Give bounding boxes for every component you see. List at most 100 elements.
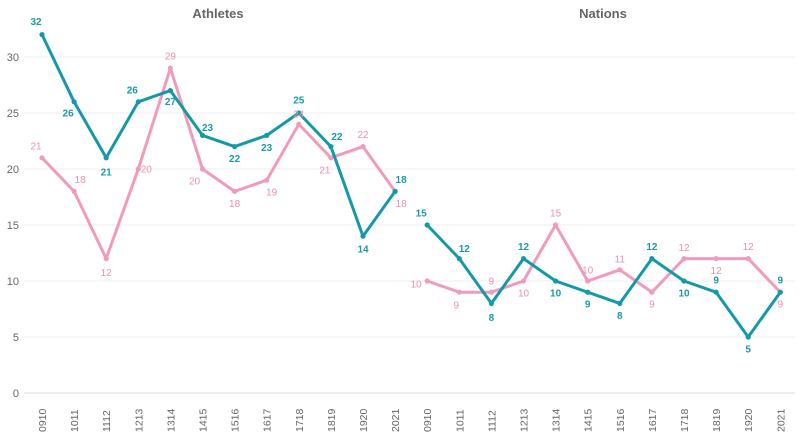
data-point-pink	[488, 289, 494, 295]
data-label-pink: 18	[229, 199, 241, 210]
data-label-pink: 10	[411, 280, 423, 291]
data-point-pink	[681, 256, 687, 262]
data-point-teal	[39, 31, 45, 38]
data-point-teal	[135, 99, 141, 105]
data-label-pink: 9	[649, 300, 655, 311]
data-point-pink	[424, 278, 430, 284]
data-label-pink: 21	[319, 165, 331, 176]
data-point-pink	[264, 177, 270, 183]
data-label-teal: 12	[518, 242, 530, 253]
y-tick-label: 25	[7, 108, 19, 120]
data-point-teal	[456, 256, 462, 262]
data-label-teal: 23	[202, 123, 214, 134]
x-tick-label: 1718	[679, 408, 691, 432]
data-point-pink	[713, 256, 719, 262]
data-point-teal	[585, 289, 591, 295]
data-point-teal	[360, 233, 366, 239]
data-label-teal: 22	[229, 154, 241, 165]
data-point-teal	[232, 144, 238, 150]
data-label-teal: 22	[331, 132, 343, 143]
data-label-teal: 10	[678, 289, 690, 300]
x-tick-label: 1718	[294, 408, 306, 432]
data-point-teal	[328, 144, 334, 150]
data-label-pink: 9	[489, 277, 495, 288]
data-label-teal: 15	[416, 209, 428, 220]
x-tick-label: 0910	[422, 408, 434, 432]
data-label-pink: 12	[743, 242, 755, 253]
data-label-teal: 8	[617, 311, 623, 322]
data-label-pink: 20	[189, 177, 201, 188]
data-label-pink: 9	[778, 300, 784, 311]
data-point-pink	[520, 278, 527, 284]
panel-title-athletes: Athletes	[192, 6, 243, 21]
data-point-teal	[713, 289, 719, 295]
data-point-teal	[392, 188, 398, 194]
data-point-teal	[103, 155, 109, 161]
gridlines	[24, 56, 795, 394]
data-point-teal	[488, 300, 494, 306]
data-point-pink	[296, 121, 302, 127]
data-label-teal: 32	[30, 17, 42, 28]
data-label-teal: 25	[293, 96, 305, 107]
data-label-pink: 19	[266, 188, 278, 199]
data-label-teal: 26	[63, 108, 75, 119]
data-point-teal	[520, 256, 527, 262]
x-tick-label: 1920	[358, 408, 370, 432]
x-tick-label: 1617	[647, 408, 659, 432]
data-point-pink	[649, 289, 655, 295]
series-line-athletes-teal	[40, 33, 397, 238]
data-point-teal	[681, 278, 687, 284]
x-tick-label: 1213	[133, 408, 145, 432]
x-tick-label: 1112	[486, 410, 498, 432]
data-label-teal: 8	[489, 313, 495, 324]
y-tick-label: 0	[13, 388, 19, 400]
data-label-teal: 9	[713, 276, 719, 287]
x-tick-label: 1920	[743, 408, 755, 432]
x-tick-label: 1314	[551, 408, 563, 432]
data-point-teal	[553, 278, 559, 284]
data-label-pink: 18	[75, 175, 87, 186]
x-tick-label: 1011	[454, 409, 466, 432]
data-label-pink: 11	[615, 254, 626, 265]
series-line-nations-teal	[425, 223, 782, 339]
data-point-teal	[777, 289, 783, 295]
data-label-pink: 18	[396, 199, 408, 210]
data-label-teal: 10	[550, 289, 562, 300]
data-label-teal: 9	[778, 276, 784, 287]
data-point-teal	[649, 256, 655, 262]
x-tick-label: 1415	[583, 408, 595, 432]
data-point-pink	[456, 289, 462, 295]
data-labels: 32 26 21 26 27 23 22 23 25 22 14 18 21 18 12 20 29 20 18 19…	[30, 17, 783, 355]
data-label-teal: 5	[745, 345, 751, 356]
panel-title-nations: Nations	[579, 6, 627, 21]
x-tick-label: 1314	[165, 408, 177, 432]
data-label-pink: 20	[141, 165, 153, 176]
data-label-teal: 27	[165, 97, 177, 108]
data-label-pink: 9	[454, 301, 460, 312]
data-point-teal	[199, 132, 206, 138]
x-tick-label: 1213	[519, 408, 531, 432]
data-label-teal: 12	[646, 242, 658, 253]
data-point-pink	[167, 65, 173, 71]
data-point-pink	[71, 188, 77, 194]
data-label-teal: 21	[101, 167, 113, 178]
data-point-pink	[553, 222, 559, 228]
y-tick-label: 15	[7, 220, 19, 232]
x-tick-label: 1415	[198, 408, 210, 432]
data-label-teal: 18	[396, 175, 408, 186]
data-point-teal	[745, 334, 751, 340]
data-label-teal: 9	[585, 300, 591, 311]
data-label-pink: 24	[293, 110, 305, 121]
series-lines	[39, 31, 783, 340]
data-point-pink	[103, 256, 109, 262]
data-label-pink: 21	[30, 141, 42, 152]
data-point-teal	[167, 88, 173, 94]
series-line-athletes-pink	[40, 66, 397, 261]
data-label-pink: 12	[101, 268, 113, 279]
data-point-pink	[199, 166, 206, 172]
data-point-pink	[585, 278, 591, 284]
data-point-pink	[135, 166, 141, 172]
data-point-teal	[296, 110, 302, 116]
